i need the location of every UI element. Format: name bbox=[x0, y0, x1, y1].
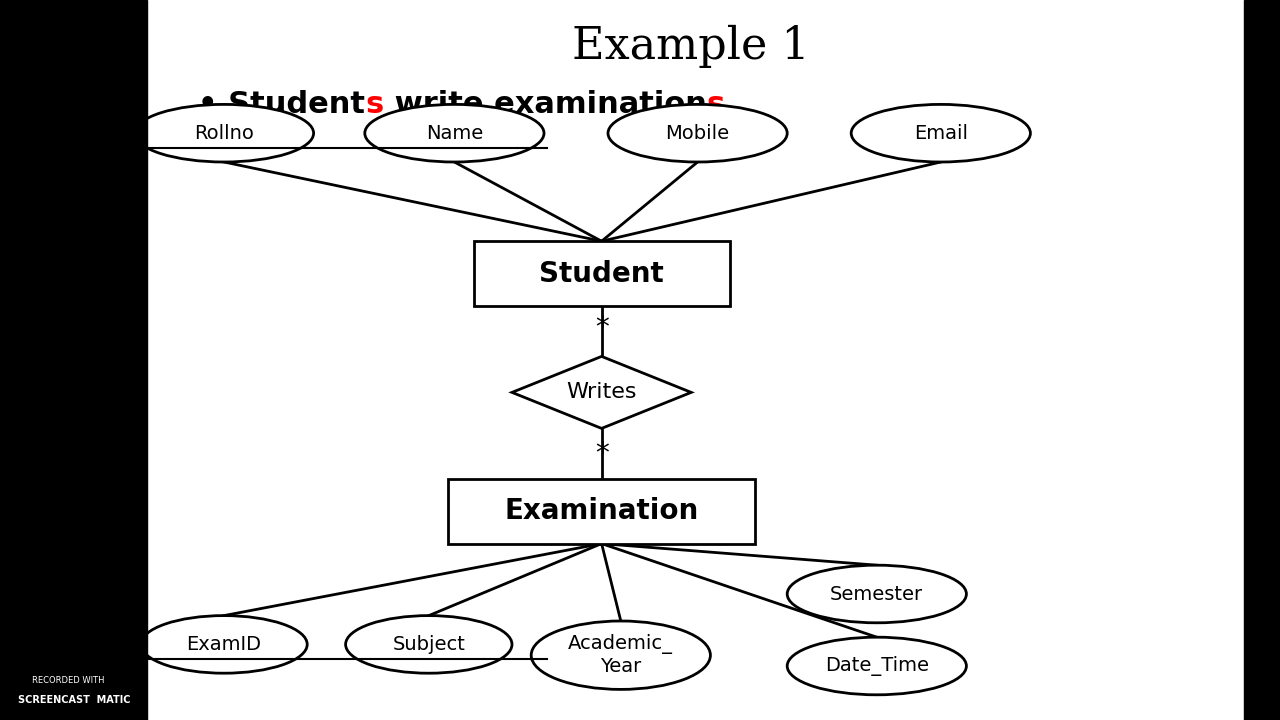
Ellipse shape bbox=[787, 637, 966, 695]
Ellipse shape bbox=[787, 565, 966, 623]
Ellipse shape bbox=[141, 616, 307, 673]
Text: Date_Time: Date_Time bbox=[824, 656, 929, 676]
Text: Examination: Examination bbox=[504, 498, 699, 525]
Text: RECORDED WITH: RECORDED WITH bbox=[32, 676, 105, 685]
FancyBboxPatch shape bbox=[448, 479, 755, 544]
Text: Writes: Writes bbox=[566, 382, 637, 402]
Ellipse shape bbox=[531, 621, 710, 690]
Text: Name: Name bbox=[426, 124, 483, 143]
Text: s: s bbox=[365, 90, 384, 119]
Text: Rollno: Rollno bbox=[195, 124, 253, 143]
Text: Example 1: Example 1 bbox=[572, 25, 810, 68]
Text: write examination: write examination bbox=[384, 90, 707, 119]
FancyBboxPatch shape bbox=[474, 241, 730, 306]
Text: s: s bbox=[707, 90, 724, 119]
Ellipse shape bbox=[851, 104, 1030, 162]
Text: Academic_
Year: Academic_ Year bbox=[568, 634, 673, 676]
Text: Subject: Subject bbox=[393, 635, 465, 654]
Text: ExamID: ExamID bbox=[187, 635, 261, 654]
Text: Email: Email bbox=[914, 124, 968, 143]
Ellipse shape bbox=[365, 104, 544, 162]
Ellipse shape bbox=[608, 104, 787, 162]
Bar bbox=[0, 0, 147, 720]
Ellipse shape bbox=[346, 616, 512, 673]
Bar bbox=[1244, 0, 1280, 720]
Text: Semester: Semester bbox=[831, 585, 923, 603]
Text: • Student: • Student bbox=[198, 90, 365, 119]
Ellipse shape bbox=[134, 104, 314, 162]
Text: Mobile: Mobile bbox=[666, 124, 730, 143]
Polygon shape bbox=[512, 356, 691, 428]
Text: *: * bbox=[595, 440, 608, 467]
Text: Student: Student bbox=[539, 260, 664, 287]
Text: SCREENCAST  MATIC: SCREENCAST MATIC bbox=[18, 695, 131, 705]
Text: *: * bbox=[595, 314, 608, 341]
